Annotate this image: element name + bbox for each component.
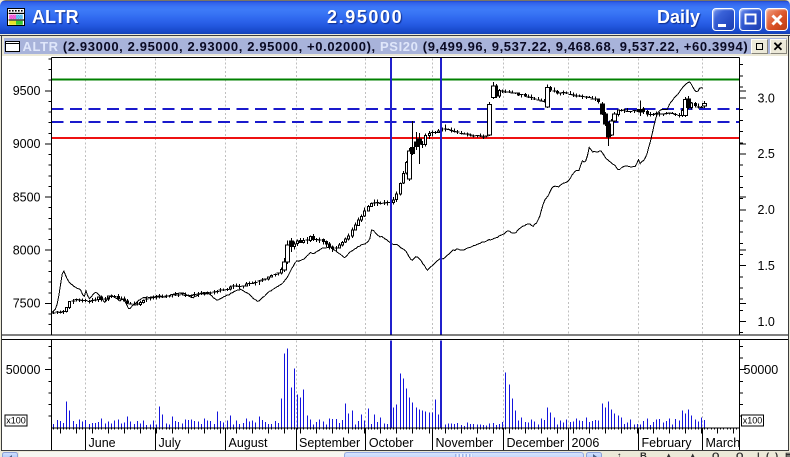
svg-text:2.5: 2.5 — [758, 147, 775, 161]
svg-text:September: September — [299, 436, 360, 450]
svg-text:x100: x100 — [6, 416, 26, 426]
svg-text:August: August — [229, 436, 268, 450]
svg-text:7500: 7500 — [13, 297, 41, 311]
svg-text:2006: 2006 — [572, 436, 600, 450]
svg-text:July: July — [159, 436, 182, 450]
svg-text:November: November — [436, 436, 494, 450]
svg-text:February: February — [642, 436, 693, 450]
svg-text:8500: 8500 — [13, 190, 41, 204]
svg-text:3.0: 3.0 — [758, 91, 775, 105]
svg-text:50000: 50000 — [744, 363, 779, 377]
svg-text:October: October — [369, 436, 413, 450]
svg-text:1.0: 1.0 — [758, 315, 775, 329]
svg-text:2.0: 2.0 — [758, 203, 775, 217]
svg-text:1.5: 1.5 — [758, 259, 775, 273]
svg-text:x100: x100 — [743, 416, 763, 426]
svg-text:8000: 8000 — [13, 244, 41, 258]
svg-text:March: March — [706, 436, 741, 450]
svg-text:June: June — [89, 436, 116, 450]
svg-text:December: December — [507, 436, 565, 450]
svg-text:9000: 9000 — [13, 137, 41, 151]
svg-text:9500: 9500 — [13, 84, 41, 98]
svg-text:50000: 50000 — [6, 363, 41, 377]
